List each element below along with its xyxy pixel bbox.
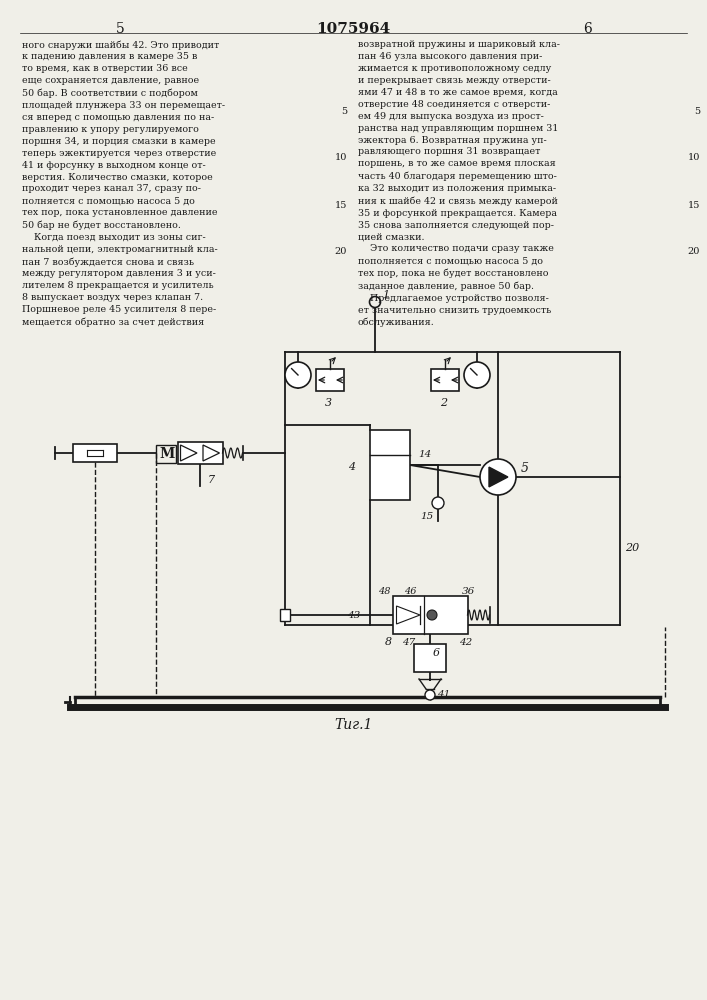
Text: 8: 8	[385, 637, 392, 647]
Text: 20: 20	[334, 247, 347, 256]
Circle shape	[427, 610, 437, 620]
Text: 7: 7	[208, 475, 215, 485]
Text: 41: 41	[437, 690, 450, 699]
Circle shape	[285, 362, 311, 388]
Text: 47: 47	[402, 638, 416, 647]
Text: 6: 6	[583, 22, 591, 36]
Text: 36: 36	[462, 587, 474, 596]
Circle shape	[480, 459, 516, 495]
Polygon shape	[489, 467, 508, 487]
Text: 15: 15	[420, 512, 433, 521]
Text: Τиг.1: Τиг.1	[334, 718, 373, 732]
Bar	[73, 444, 117, 462]
Bar	[431, 369, 459, 391]
Text: 3: 3	[325, 398, 332, 408]
Text: 5: 5	[341, 106, 347, 115]
Bar	[370, 430, 410, 500]
Text: возвратной пружины и шариковый кла-
пан 46 узла высокого давления при-
жимается : возвратной пружины и шариковый кла- пан …	[358, 40, 560, 327]
Text: 20: 20	[625, 543, 639, 553]
Text: 6: 6	[433, 648, 440, 658]
Text: 10: 10	[688, 153, 700, 162]
Text: 42: 42	[460, 638, 473, 647]
Text: 1075964: 1075964	[316, 22, 391, 36]
Text: 43: 43	[348, 611, 361, 620]
Text: 15: 15	[688, 200, 700, 210]
Circle shape	[432, 497, 444, 509]
Text: 48: 48	[378, 587, 391, 596]
Circle shape	[464, 362, 490, 388]
Text: 14: 14	[418, 450, 431, 459]
Bar	[316, 369, 344, 391]
Text: ного снаружи шайбы 42. Это приводит
к падению давления в камере 35 в
то время, к: ного снаружи шайбы 42. Это приводит к па…	[22, 40, 225, 327]
Text: 46: 46	[404, 587, 417, 596]
Text: 5: 5	[694, 106, 700, 115]
Bar	[156, 445, 175, 463]
Bar	[177, 442, 223, 464]
Bar	[280, 609, 290, 621]
Text: 4: 4	[348, 462, 355, 472]
Text: 10: 10	[334, 153, 347, 162]
Text: M: M	[160, 447, 175, 461]
Text: 20: 20	[688, 247, 700, 256]
Circle shape	[425, 690, 435, 700]
Bar	[392, 596, 467, 634]
Text: 5: 5	[116, 22, 124, 36]
Text: 15: 15	[334, 200, 347, 210]
Text: 1: 1	[382, 290, 389, 300]
Text: 5: 5	[521, 462, 529, 475]
Bar	[414, 644, 446, 672]
Text: 2: 2	[440, 398, 447, 408]
